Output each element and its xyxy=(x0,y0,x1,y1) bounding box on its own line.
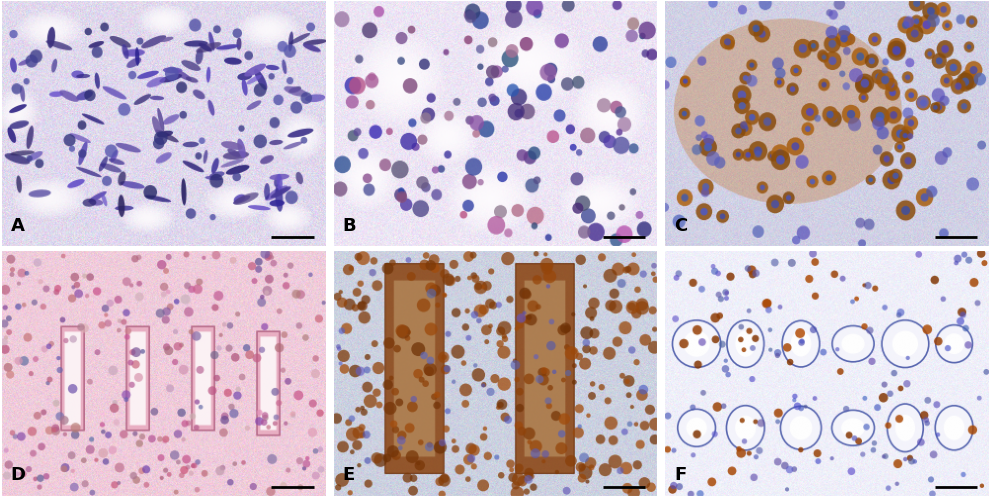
Text: C: C xyxy=(674,217,688,235)
Text: F: F xyxy=(674,466,687,484)
Text: E: E xyxy=(343,466,355,484)
Text: A: A xyxy=(11,217,25,235)
Text: D: D xyxy=(11,466,26,484)
Text: B: B xyxy=(343,217,356,235)
